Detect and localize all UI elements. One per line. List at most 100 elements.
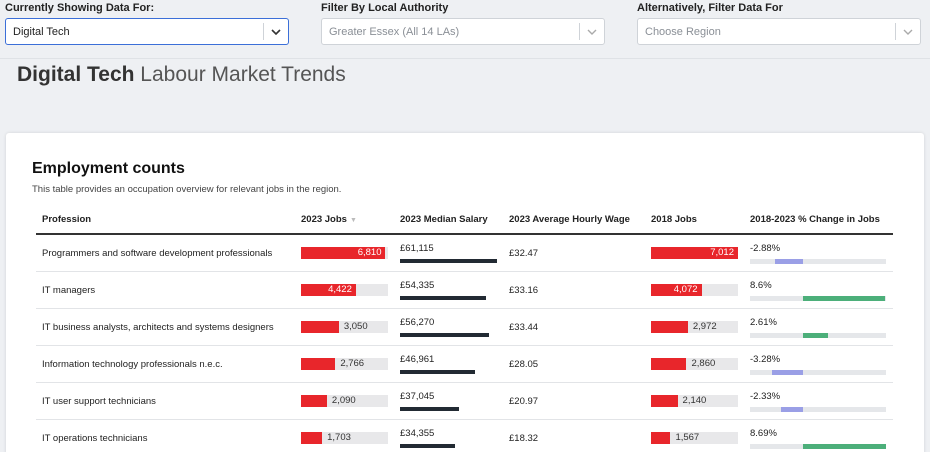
table-row: Information technology professionals n.e… bbox=[36, 345, 893, 383]
jobs-2018-bar-track: 2,972 bbox=[651, 321, 738, 333]
hourly-wage-cell: £18.32 bbox=[503, 419, 645, 452]
profession-cell: Information technology professionals n.e… bbox=[36, 345, 295, 383]
jobs-2018-bar-track: 2,860 bbox=[651, 358, 738, 370]
filter-label-local-authority: Filter By Local Authority bbox=[321, 2, 449, 14]
header-median-salary[interactable]: 2023 Median Salary bbox=[394, 205, 503, 235]
jobs-2023-bar bbox=[301, 284, 356, 296]
chevron-down-icon[interactable] bbox=[580, 19, 604, 44]
table-row: IT managers 4,422 £54,335 £33.16 4,072 8.6% bbox=[36, 271, 893, 309]
median-salary-label: £34,355 bbox=[400, 428, 435, 439]
median-salary-bar bbox=[400, 333, 490, 337]
table-header-row: Profession 2023 Jobs ▼ 2023 Median Salary… bbox=[36, 205, 893, 235]
jobs-2023-label: 1,703 bbox=[327, 432, 351, 443]
jobs-2023-bar bbox=[301, 358, 336, 370]
jobs-2023-cell: 6,810 bbox=[295, 234, 394, 272]
jobs-2018-label: 4,072 bbox=[673, 284, 698, 295]
profession-cell: IT operations technicians bbox=[36, 419, 295, 452]
jobs-2018-cell: 2,140 bbox=[645, 382, 744, 420]
median-salary-label: £56,270 bbox=[400, 317, 435, 328]
change-bar bbox=[775, 259, 803, 264]
jobs-2018-bar-track: 1,567 bbox=[651, 432, 738, 444]
header-jobs-2018[interactable]: 2018 Jobs bbox=[645, 205, 744, 235]
jobs-2023-bar-track: 2,090 bbox=[301, 395, 388, 407]
jobs-2018-cell: 2,860 bbox=[645, 345, 744, 383]
header-hourly-wage[interactable]: 2023 Average Hourly Wage bbox=[503, 205, 645, 235]
change-bar-track bbox=[750, 407, 886, 412]
local-authority-select-value: Greater Essex (All 14 LAs) bbox=[329, 25, 460, 38]
profession-cell: IT user support technicians bbox=[36, 382, 295, 420]
jobs-2023-bar-track: 4,422 bbox=[301, 284, 388, 296]
median-salary-cell: £46,961 bbox=[394, 345, 503, 383]
median-salary-cell: £56,270 bbox=[394, 308, 503, 346]
jobs-2023-label: 4,422 bbox=[328, 284, 352, 295]
jobs-2018-cell: 2,972 bbox=[645, 308, 744, 346]
change-label: 8.69% bbox=[750, 428, 777, 439]
change-cell: 8.69% bbox=[744, 419, 893, 452]
jobs-2018-bar bbox=[651, 432, 671, 444]
jobs-2018-label: 1,567 bbox=[675, 432, 700, 443]
median-salary-label: £46,961 bbox=[400, 354, 435, 365]
region-select[interactable]: Choose Region bbox=[637, 18, 921, 45]
jobs-2018-bar bbox=[651, 358, 687, 370]
jobs-2023-bar-track: 3,050 bbox=[301, 321, 388, 333]
change-cell: 8.6% bbox=[744, 271, 893, 309]
header-change[interactable]: 2018-2023 % Change in Jobs bbox=[744, 205, 893, 235]
median-salary-cell: £61,115 bbox=[394, 234, 503, 272]
jobs-2023-label: 2,766 bbox=[340, 358, 365, 369]
jobs-2018-label: 7,012 bbox=[710, 247, 734, 258]
data-for-select[interactable]: Digital Tech bbox=[5, 18, 289, 45]
median-salary-cell: £54,335 bbox=[394, 271, 503, 309]
median-salary-label: £54,335 bbox=[400, 280, 435, 291]
median-salary-bar bbox=[400, 370, 475, 374]
card-subtitle: This table provides an occupation overvi… bbox=[32, 184, 342, 195]
table-row: Programmers and software development pro… bbox=[36, 234, 893, 272]
employment-card: Employment counts This table provides an… bbox=[6, 133, 924, 452]
header-profession[interactable]: Profession bbox=[36, 205, 295, 235]
median-salary-label: £61,115 bbox=[400, 243, 434, 254]
change-bar bbox=[780, 407, 803, 412]
filter-label-data-for: Currently Showing Data For: bbox=[5, 2, 155, 14]
hourly-wage-cell: £33.44 bbox=[503, 308, 645, 346]
median-salary-bar bbox=[400, 259, 497, 263]
header-jobs-2023[interactable]: 2023 Jobs ▼ bbox=[295, 205, 394, 235]
median-salary-cell: £34,355 bbox=[394, 419, 503, 452]
change-bar bbox=[771, 370, 803, 375]
jobs-2023-label: 3,050 bbox=[343, 321, 368, 332]
median-salary-label: £37,045 bbox=[400, 391, 435, 402]
change-bar-track bbox=[750, 333, 886, 338]
select-separator bbox=[579, 23, 580, 40]
jobs-2018-bar-track: 2,140 bbox=[651, 395, 738, 407]
jobs-2023-bar-track: 6,810 bbox=[301, 247, 388, 259]
change-cell: -2.33% bbox=[744, 382, 893, 420]
jobs-2018-cell: 7,012 bbox=[645, 234, 744, 272]
change-cell: -3.28% bbox=[744, 345, 893, 383]
hourly-wage-cell: £20.97 bbox=[503, 382, 645, 420]
page-title: Digital Tech Labour Market Trends bbox=[17, 63, 346, 87]
employment-table: Profession 2023 Jobs ▼ 2023 Median Salary… bbox=[36, 205, 893, 452]
table-row: IT operations technicians 1,703 £34,355 £18… bbox=[36, 419, 893, 452]
chevron-down-icon[interactable] bbox=[896, 19, 920, 44]
change-label: -3.28% bbox=[750, 354, 781, 365]
region-select-value: Choose Region bbox=[645, 25, 721, 38]
jobs-2023-bar bbox=[301, 432, 323, 444]
jobs-2018-bar bbox=[651, 395, 678, 407]
jobs-2023-bar-track: 2,766 bbox=[301, 358, 388, 370]
jobs-2018-bar bbox=[651, 284, 702, 296]
jobs-2018-bar-track: 4,072 bbox=[651, 284, 738, 296]
sort-down-icon[interactable]: ▼ bbox=[349, 216, 357, 224]
hourly-wage-cell: £33.16 bbox=[503, 271, 645, 309]
local-authority-select[interactable]: Greater Essex (All 14 LAs) bbox=[321, 18, 605, 45]
table-row: IT business analysts, architects and sys… bbox=[36, 308, 893, 346]
chevron-down-icon[interactable] bbox=[264, 19, 288, 44]
select-separator bbox=[895, 23, 896, 40]
change-bar bbox=[803, 333, 828, 338]
jobs-2023-bar bbox=[301, 395, 327, 407]
jobs-2023-bar bbox=[301, 247, 386, 259]
jobs-2018-label: 2,140 bbox=[682, 395, 707, 406]
change-label: -2.33% bbox=[750, 391, 781, 402]
jobs-2023-bar-track: 1,703 bbox=[301, 432, 388, 444]
jobs-2023-cell: 2,090 bbox=[295, 382, 394, 420]
change-bar-track bbox=[750, 259, 886, 264]
change-cell: 2.61% bbox=[744, 308, 893, 346]
jobs-2023-label: 6,810 bbox=[357, 247, 382, 258]
